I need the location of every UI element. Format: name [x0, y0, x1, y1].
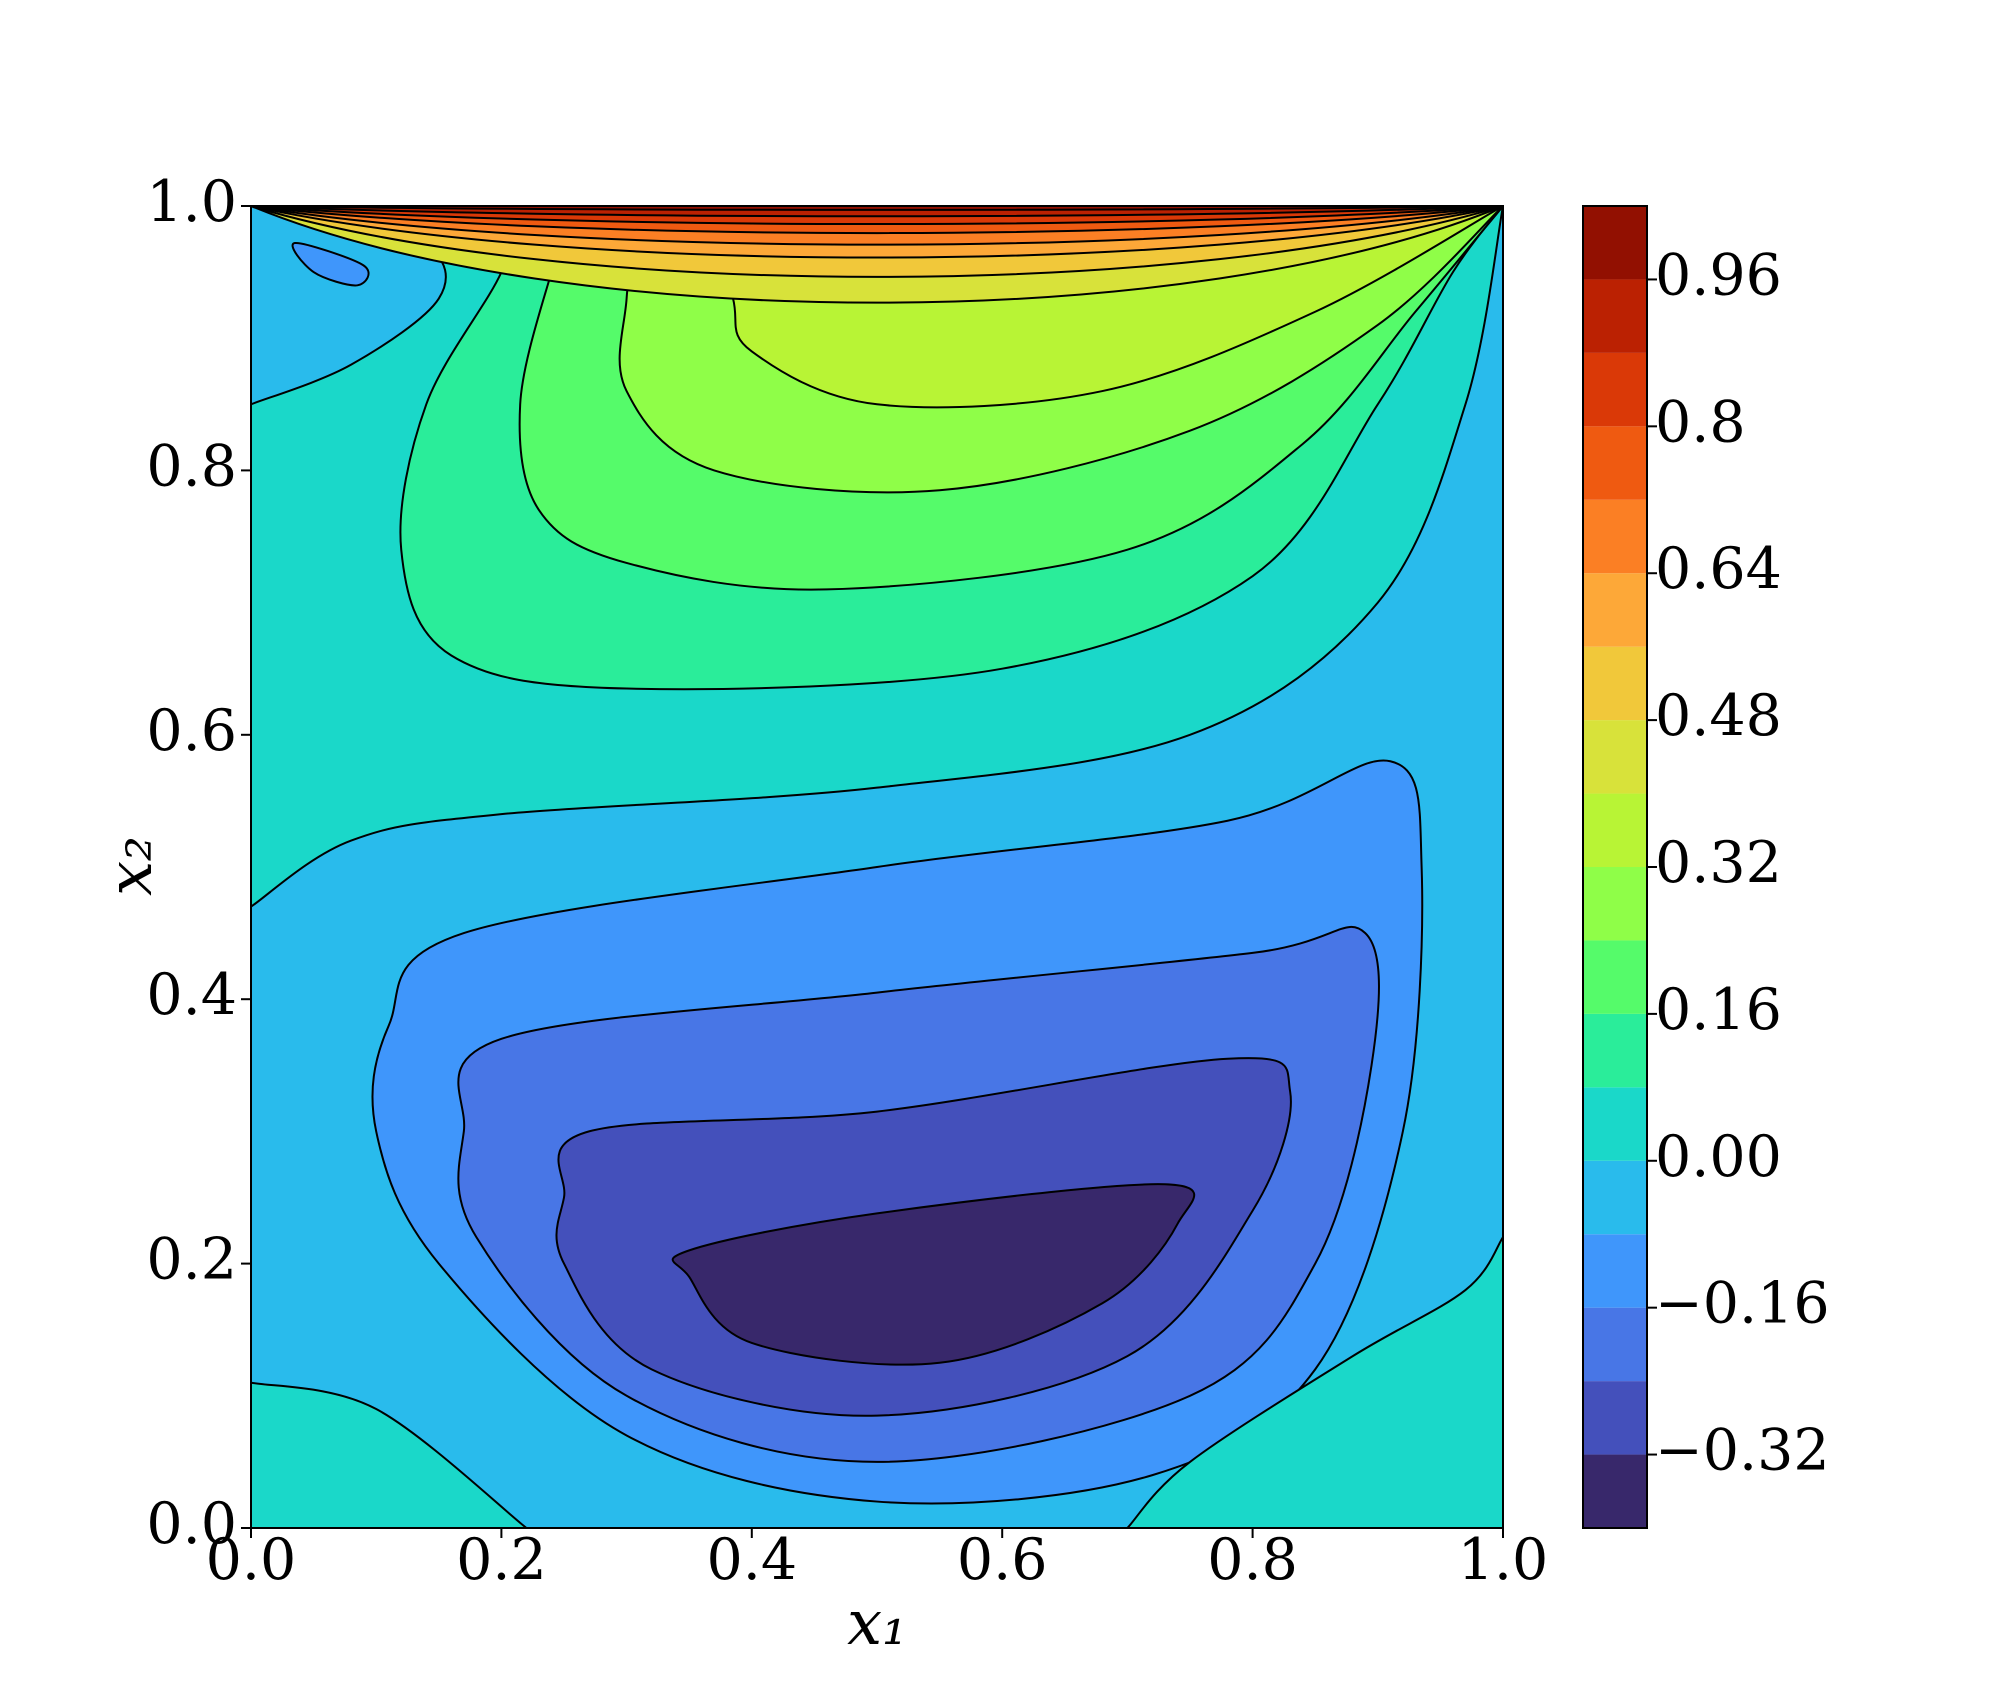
y-tick-label: 0.6 [146, 698, 237, 764]
colorbar-band [1583, 867, 1647, 941]
colorbar-tick-label: 0.32 [1655, 830, 1782, 896]
y-tick-label: 0.8 [146, 433, 237, 499]
contour-region [291, 242, 370, 287]
plot-frame [250, 205, 1504, 1529]
colorbar-tick-label: 0.48 [1655, 683, 1782, 749]
colorbar-band [1583, 279, 1647, 353]
x-tick-label: 0.0 [206, 1527, 297, 1593]
colorbar-band [1583, 1087, 1647, 1161]
colorbar-band [1583, 1307, 1647, 1382]
colorbar-band [1583, 1381, 1647, 1455]
colorbar-tick-label: 0.8 [1655, 389, 1746, 455]
y-tick-label: 0.2 [146, 1227, 237, 1293]
colorbar-band [1583, 1013, 1647, 1088]
x-tick-label: 0.4 [706, 1527, 797, 1593]
colorbar-band [1583, 940, 1647, 1014]
x-tick-label: 0.6 [957, 1527, 1048, 1593]
colorbar-band [1583, 352, 1647, 427]
colorbar-band [1583, 426, 1647, 500]
colorbar-band [1583, 573, 1647, 647]
colorbar-tick-label: 0.96 [1655, 242, 1782, 308]
colorbar-tick-label: 0.64 [1655, 536, 1782, 602]
colorbar-tick-label: 0.00 [1655, 1124, 1782, 1190]
x-tick-label: 1.0 [1458, 1527, 1549, 1593]
contour-region [251, 1381, 529, 1528]
y-tick-label: 1.0 [146, 169, 237, 235]
y-tick-label: 0.4 [146, 962, 237, 1028]
x-tick-label: 0.2 [456, 1527, 547, 1593]
colorbar-tick-label: −0.16 [1655, 1271, 1830, 1337]
colorbar-band [1583, 720, 1647, 794]
colorbar-band [1583, 646, 1647, 721]
contour-region [1126, 1235, 1503, 1528]
colorbar-band [1583, 1454, 1647, 1528]
contour-plot [251, 206, 1503, 1528]
contour-region [671, 1183, 1196, 1366]
x-tick-label: 0.8 [1207, 1527, 1298, 1593]
colorbar-band [1583, 499, 1647, 574]
x-axis-label: x₁ [847, 1586, 907, 1659]
colorbar-tick-label: 0.16 [1655, 977, 1782, 1043]
colorbar-band [1583, 1160, 1647, 1235]
y-tick-label: 0.0 [146, 1491, 237, 1557]
colorbar-band [1583, 1234, 1647, 1308]
colorbar-band [1583, 793, 1647, 867]
y-axis-label: x₂ [93, 836, 166, 896]
colorbar-band [1583, 206, 1647, 280]
colorbar: −0.32 −0.16 0.00 0.16 0.32 0.48 0.64 0.8 0.96 [1582, 205, 1830, 1529]
colorbar-tick-label: −0.32 [1655, 1418, 1830, 1484]
